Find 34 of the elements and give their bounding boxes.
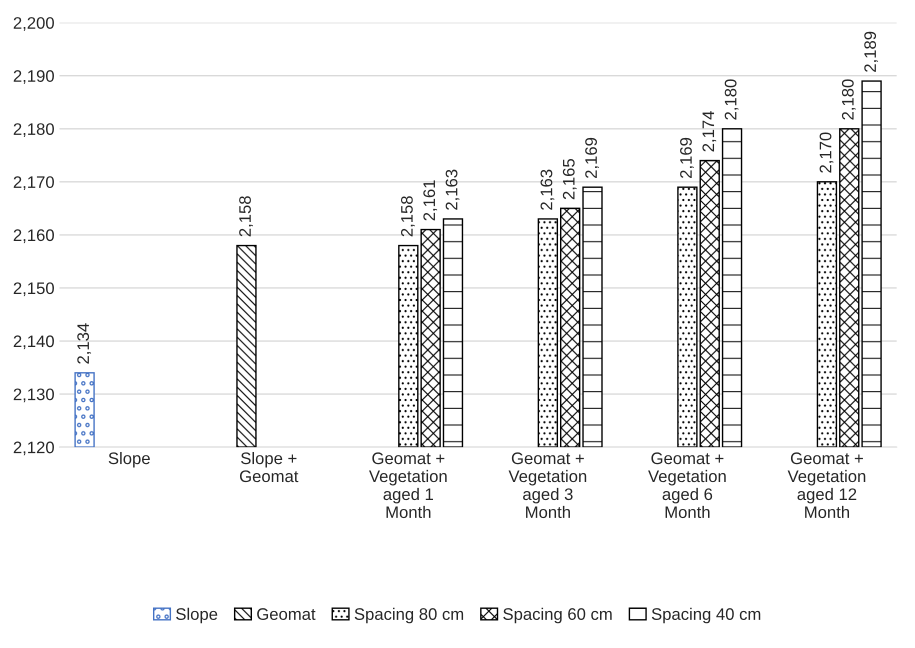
data-label: 2,174: [702, 111, 716, 152]
x-tick-label: Slope: [108, 452, 150, 468]
y-tick-label: 2,200: [14, 17, 54, 31]
y-tick-label: 2,130: [14, 388, 54, 402]
data-label: 2,169: [585, 138, 599, 178]
y-tick-label: 2,120: [14, 442, 54, 456]
data-label: 2,134: [77, 323, 92, 364]
data-label: 2,169: [680, 138, 694, 178]
y-tick-label: 2,150: [14, 282, 54, 296]
x-tick-label: Geomat + Vegetation aged 1 Month: [369, 452, 447, 518]
y-tick-label: 2,170: [14, 176, 54, 190]
x-tick-label: Slope + Geomat: [240, 452, 298, 482]
data-label: 2,158: [239, 196, 253, 236]
x-tick-label: Geomat + Vegetation aged 12 Month: [788, 452, 866, 518]
data-label: 2,163: [446, 170, 460, 210]
data-label: 2,170: [820, 132, 834, 173]
data-label: 2,165: [562, 159, 577, 200]
y-tick-label: 2,160: [14, 229, 54, 244]
x-tick-label: Geomat + Vegetation aged 6 Month: [648, 452, 726, 518]
y-tick-label: 2,140: [14, 335, 54, 350]
legend-label: Slope: [176, 608, 218, 624]
data-label: 2,189: [864, 32, 878, 72]
data-label: 2,163: [540, 170, 554, 210]
legend-label: Spacing 80 cm: [354, 608, 464, 624]
data-label: 2,180: [842, 79, 856, 120]
data-label: 2,158: [400, 196, 415, 236]
legend-label: Geomat: [257, 608, 316, 620]
data-label: 2,180: [724, 79, 738, 120]
data-label: 2,161: [423, 180, 438, 220]
x-tick-label: Geomat + Vegetation aged 3 Month: [508, 452, 586, 518]
y-tick-label: 2,180: [14, 123, 54, 137]
legend-label: Spacing 40 cm: [652, 608, 760, 624]
legend-label: Spacing 60 cm: [503, 608, 612, 624]
y-tick-label: 2,190: [14, 70, 54, 84]
